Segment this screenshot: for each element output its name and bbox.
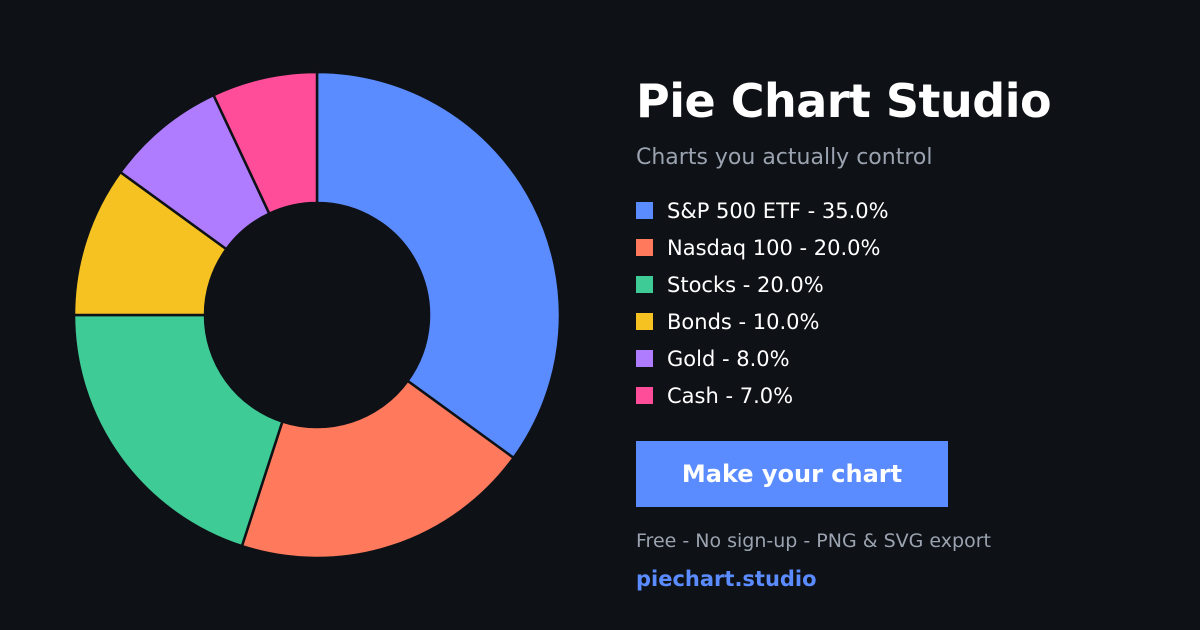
legend-swatch — [636, 313, 653, 330]
legend-label: Cash - 7.0% — [667, 383, 794, 408]
legend-item: Nasdaq 100 - 20.0% — [636, 229, 889, 266]
chart-legend: S&P 500 ETF - 35.0% Nasdaq 100 - 20.0% S… — [636, 192, 889, 414]
legend-item: Bonds - 10.0% — [636, 303, 889, 340]
legend-swatch — [636, 387, 653, 404]
legend-swatch — [636, 276, 653, 293]
page-title: Pie Chart Studio — [636, 74, 1052, 128]
page-subtitle: Charts you actually control — [636, 145, 933, 170]
legend-swatch — [636, 239, 653, 256]
legend-label: Bonds - 10.0% — [667, 309, 820, 334]
legend-item: Cash - 7.0% — [636, 377, 889, 414]
legend-label: Nasdaq 100 - 20.0% — [667, 235, 881, 260]
slice-cash — [212, 70, 319, 215]
site-link[interactable]: piechart.studio — [636, 567, 817, 591]
legend-item: Gold - 8.0% — [636, 340, 889, 377]
legend-label: Stocks - 20.0% — [667, 272, 824, 297]
make-chart-button[interactable]: Make your chart — [636, 441, 948, 507]
legend-item: Stocks - 20.0% — [636, 266, 889, 303]
legend-swatch — [636, 350, 653, 367]
legend-item: S&P 500 ETF - 35.0% — [636, 192, 889, 229]
legend-label: S&P 500 ETF - 35.0% — [667, 198, 889, 223]
donut-chart — [72, 70, 562, 560]
tagline: Free - No sign-up - PNG & SVG export — [636, 530, 991, 552]
legend-label: Gold - 8.0% — [667, 346, 790, 371]
info-panel: Pie Chart Studio Charts you actually con… — [636, 0, 1176, 630]
slice-stocks — [72, 313, 284, 548]
slice-s-p-500-etf — [315, 70, 562, 460]
legend-swatch — [636, 202, 653, 219]
donut-slices — [72, 70, 562, 560]
slice-nasdaq-100 — [240, 379, 515, 560]
